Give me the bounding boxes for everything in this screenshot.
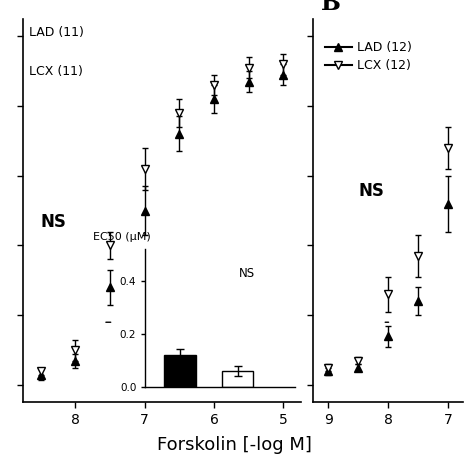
Text: NS: NS xyxy=(358,183,384,200)
Text: NS: NS xyxy=(40,213,66,231)
Text: LCX (11): LCX (11) xyxy=(29,65,83,78)
Text: B: B xyxy=(321,0,341,15)
Text: Forskolin [-log M]: Forskolin [-log M] xyxy=(157,436,311,454)
Legend: LAD (12), LCX (12): LAD (12), LCX (12) xyxy=(320,37,417,78)
Text: LAD (11): LAD (11) xyxy=(29,26,84,39)
